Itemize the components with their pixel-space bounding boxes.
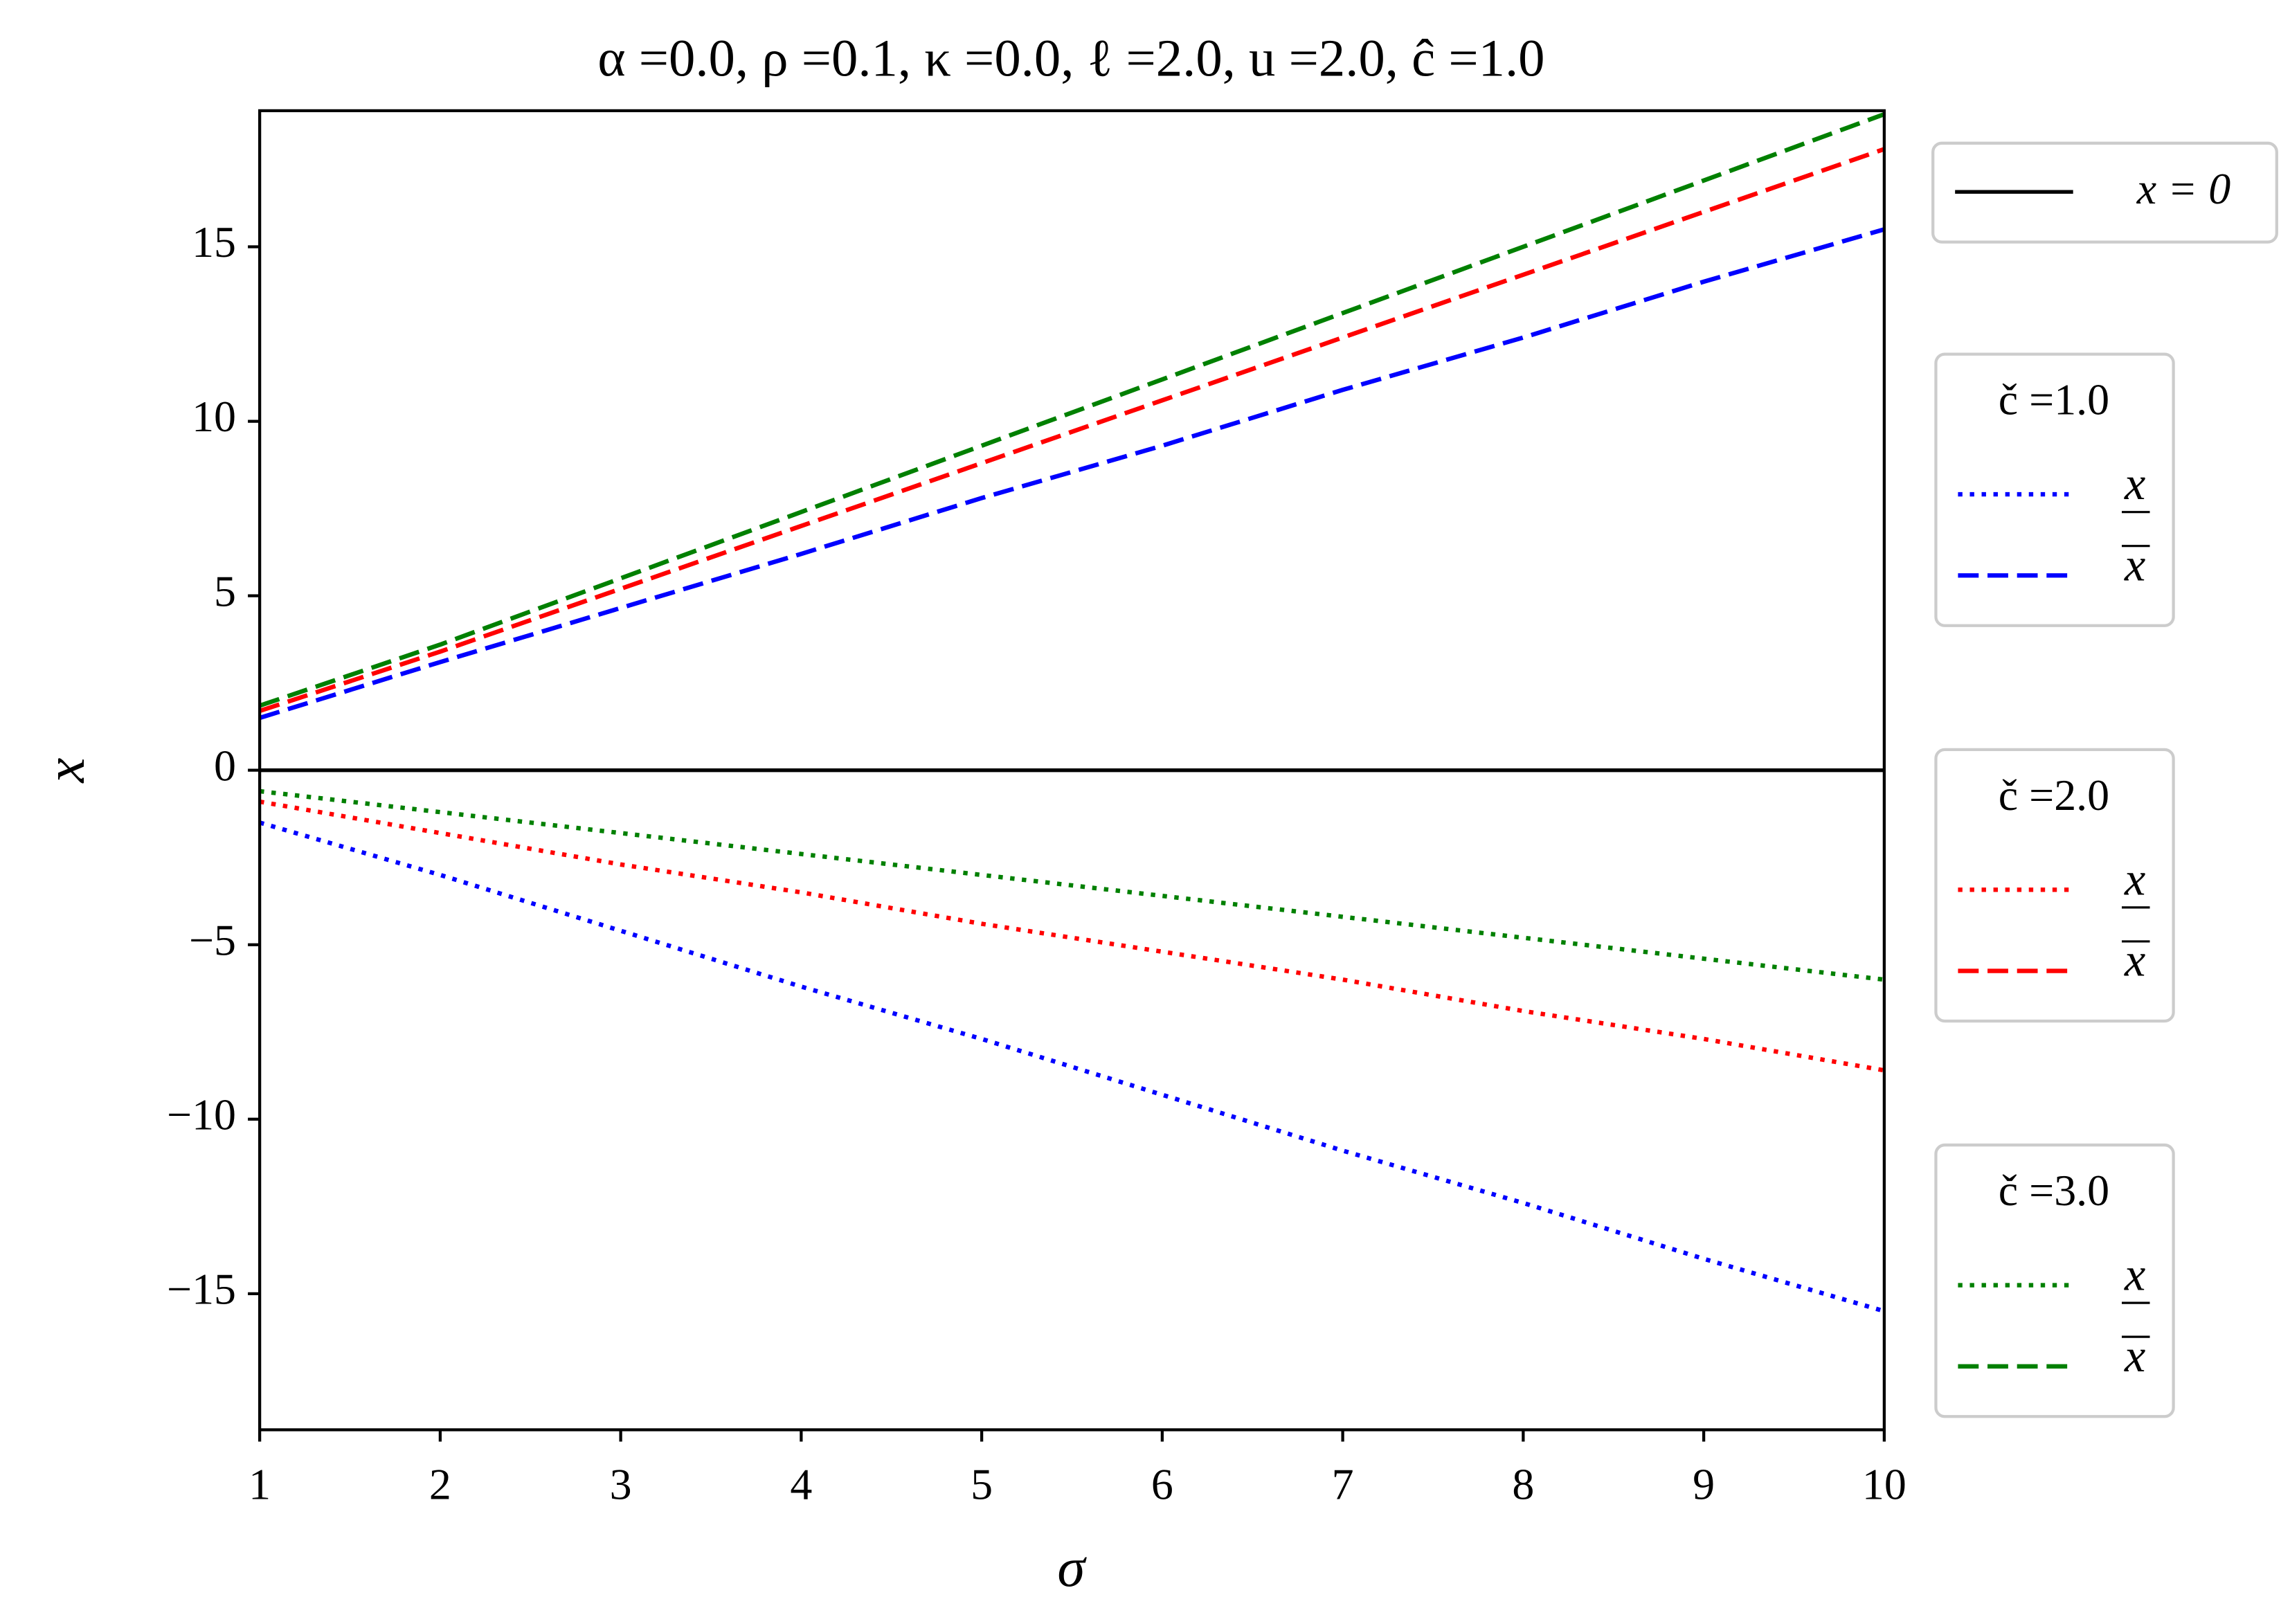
x-tick-label: 6 [1151,1459,1173,1508]
series-line [259,799,1885,1073]
legend-group: č =3.0xx [1934,1143,2175,1418]
plot-frame [258,109,1886,1432]
y-tick-label: −15 [167,1265,236,1314]
x-tick-label: 1 [249,1459,271,1508]
x-tick-label: 7 [1332,1459,1354,1508]
chart-title: α =0.0, ρ =0.1, κ =0.0, ℓ =2.0, u =2.0, … [597,28,1544,87]
x-axis-label: σ [1057,1536,1087,1598]
x-tick-label: 9 [1693,1459,1715,1508]
legend-box [1934,748,2175,1023]
y-tick-label: 15 [192,217,236,267]
legend-label: x = 0 [2136,164,2230,213]
legend-title: č =2.0 [1999,770,2109,820]
y-axis-label: x [34,758,96,784]
series-line [259,111,1885,708]
legend-title: č =3.0 [1999,1166,2109,1215]
series-line [259,788,1885,982]
y-tick-label: −10 [167,1090,236,1139]
x-tick-label: 8 [1512,1459,1534,1508]
legend-box [1934,1143,2175,1418]
legend-label: x [2124,1248,2145,1301]
y-tick-label: 10 [192,392,236,441]
x-tick-label: 3 [610,1459,632,1508]
x-tick-label: 10 [1862,1459,1906,1508]
legend-group: č =1.0xx [1934,352,2175,627]
legend: x = 0 [1931,141,2278,244]
legend-box [1931,141,2278,244]
legend-group: č =2.0xx [1934,748,2175,1023]
legend-label: x [2124,852,2145,905]
series-line [259,227,1885,721]
y-tick-label: 0 [214,741,236,790]
y-tick-label: 5 [214,566,236,615]
x-tick-label: 4 [790,1459,812,1508]
legend-label: x [2124,457,2145,509]
series-line [259,147,1885,714]
series-line [259,820,1885,1314]
y-tick-label: −5 [189,915,236,964]
legend-box [1934,352,2175,627]
x-tick-label: 5 [971,1459,993,1508]
x-tick-label: 2 [429,1459,451,1508]
legend-title: č =1.0 [1999,375,2109,424]
